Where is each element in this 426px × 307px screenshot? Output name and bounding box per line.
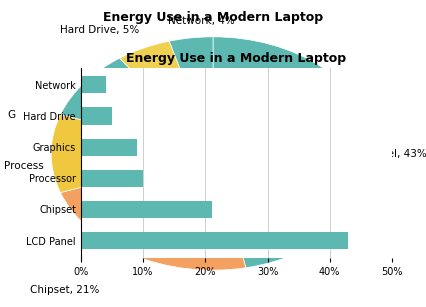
Bar <box>81 232 348 249</box>
Title: Energy Use in a Modern Laptop: Energy Use in a Modern Laptop <box>127 52 346 65</box>
Text: Chipset, 21%: Chipset, 21% <box>30 285 99 295</box>
Wedge shape <box>60 154 246 270</box>
Text: Process: Process <box>4 161 44 171</box>
Text: Network, 4%: Network, 4% <box>168 16 235 26</box>
Text: nel, 43%: nel, 43% <box>381 149 426 158</box>
Wedge shape <box>213 37 375 268</box>
Text: G: G <box>8 110 16 120</box>
Text: Energy Use in a Modern Laptop: Energy Use in a Modern Laptop <box>103 11 323 24</box>
Bar <box>81 76 106 93</box>
Bar <box>81 170 143 187</box>
Bar <box>81 138 137 156</box>
Bar <box>81 201 212 218</box>
Text: Hard Drive, 5%: Hard Drive, 5% <box>60 25 139 35</box>
Wedge shape <box>120 41 213 154</box>
Wedge shape <box>169 37 213 154</box>
Bar <box>81 107 112 125</box>
Wedge shape <box>60 58 213 154</box>
Wedge shape <box>51 115 213 192</box>
